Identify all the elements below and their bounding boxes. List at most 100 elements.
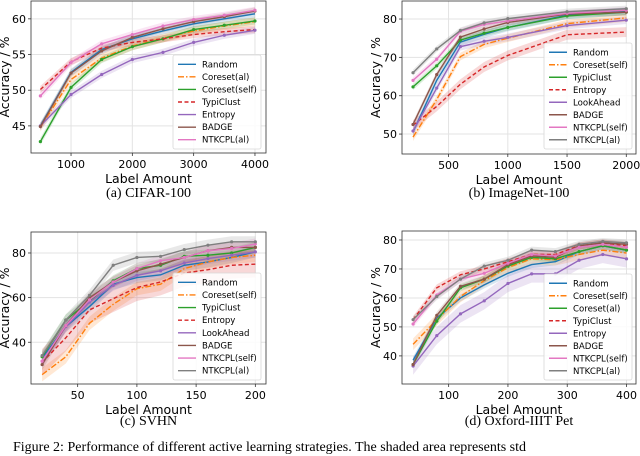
data-point-lookahead (182, 261, 186, 265)
legend-label: Random (573, 279, 609, 289)
legend-box (172, 272, 262, 381)
y-tick-label: 80 (12, 247, 26, 260)
plot-area (38, 6, 257, 146)
data-point-ntkcpl-self- (577, 245, 581, 249)
std-band-random (413, 242, 627, 364)
plot-area (411, 237, 629, 375)
data-point-ntkcpl-al- (38, 94, 42, 98)
data-point-entropy (192, 40, 196, 44)
data-point-lookahead (565, 23, 569, 28)
data-point-ntkcpl-al- (530, 248, 534, 252)
data-point-ntkcpl-al- (435, 294, 439, 299)
series-line-coreset-self- (412, 17, 627, 138)
y-tick-label: 80 (383, 13, 397, 26)
legend: Random Coreset(self) Coreset(al) TypiClust E… (543, 273, 633, 381)
data-point-lookahead (624, 18, 628, 22)
data-point-ntkcpl-self- (482, 271, 486, 275)
axes-frame (401, 230, 637, 385)
legend-label: LookAhead (573, 98, 620, 108)
data-point-ntkcpl-al- (411, 71, 415, 75)
series-line-ntkcpl-self- (41, 243, 256, 362)
data-point-coreset-self- (100, 57, 104, 62)
data-point-lookahead (206, 256, 210, 261)
series-line-badge (39, 10, 256, 127)
y-tick-label: 45 (12, 120, 26, 133)
x-tick-label: 4000 (241, 158, 269, 171)
data-point-ntkcpl-al- (222, 13, 226, 17)
series-line-entropy (412, 253, 627, 367)
legend-label: NTKCPL(self) (202, 354, 257, 364)
data-point-badge (253, 245, 257, 250)
y-tick-label: 60 (383, 292, 397, 305)
data-point-badge (411, 362, 415, 367)
data-point-entropy (435, 334, 439, 338)
legend-label: NTKCPL(al) (202, 367, 249, 377)
x-tick-label: 100 (438, 389, 459, 402)
y-tick-label: 60 (12, 13, 26, 26)
data-point-ntkcpl-self- (111, 280, 115, 284)
data-point-ntkcpl-self- (624, 245, 629, 249)
legend-label: Coreset(self) (573, 61, 628, 71)
data-point-ntkcpl-al- (182, 248, 186, 252)
data-point-ntkcpl-al- (64, 318, 68, 322)
data-point-typiclust (411, 85, 415, 89)
data-point-entropy (69, 92, 73, 97)
data-point-lookahead (482, 39, 486, 43)
data-point-ntkcpl-al- (553, 249, 557, 254)
plot-area (411, 5, 628, 141)
y-tick-label: 40 (383, 350, 397, 363)
data-point-badge (100, 49, 104, 53)
data-point-lookahead (158, 269, 163, 273)
y-axis-label: Accuracy / % (0, 267, 12, 348)
data-point-entropy (222, 33, 226, 37)
data-point-typiclust (230, 251, 234, 255)
data-point-lookahead (435, 86, 439, 90)
x-tick-label: 200 (497, 389, 518, 402)
data-point-entropy (100, 72, 104, 77)
y-tick-label: 50 (383, 128, 397, 141)
legend-label: Coreset(self) (202, 291, 257, 301)
legend-label: TypiClust (201, 304, 241, 314)
data-point-lookahead (135, 273, 139, 277)
x-tick-label: 3000 (180, 158, 208, 171)
legend-label: NTKCPL(al) (573, 136, 620, 146)
legend-label: BADGE (573, 111, 603, 121)
std-band-typiclust (42, 241, 256, 363)
legend-box (172, 54, 262, 150)
data-point-badge (135, 269, 139, 273)
data-point-ntkcpl-al- (506, 258, 510, 262)
data-point-coreset-self- (222, 23, 226, 27)
data-point-lookahead (411, 129, 415, 133)
data-point-badge (130, 35, 134, 39)
data-point-ntkcpl-al- (624, 7, 628, 11)
x-tick-label: 150 (186, 389, 207, 402)
y-tick-label: 60 (12, 292, 26, 305)
subplot-2: 50 100 150 200 40 60 80 Random Coreset(self) Typi… (0, 231, 267, 429)
data-point-ntkcpl-al- (158, 254, 163, 258)
data-point-ntkcpl-al- (411, 318, 415, 322)
data-point-ntkcpl-al- (482, 264, 486, 268)
axes-frame (30, 231, 267, 385)
data-point-coreset-self- (130, 45, 134, 49)
legend-label: Coreset(self) (202, 85, 257, 95)
x-tick-label: 300 (557, 389, 578, 402)
data-point-ntkcpl-self- (411, 322, 415, 326)
data-point-ntkcpl-self- (601, 242, 605, 246)
std-band-entropy (40, 26, 255, 130)
std-band-ntkcpl-al- (40, 6, 255, 100)
data-point-ntkcpl-al- (458, 277, 463, 281)
data-point-ntkcpl-al- (69, 60, 73, 64)
data-point-ntkcpl-al- (135, 255, 139, 260)
data-point-ntkcpl-al- (601, 239, 605, 244)
data-point-badge (161, 27, 165, 31)
y-axis-label: Accuracy / % (368, 37, 383, 118)
legend-label: TypiClust (201, 98, 241, 108)
data-point-ntkcpl-self- (64, 323, 68, 328)
data-point-typiclust (506, 25, 510, 30)
data-point-ntkcpl-al- (40, 354, 44, 358)
legend-label: Entropy (202, 316, 235, 326)
data-point-ntkcpl-al- (624, 241, 629, 245)
y-tick-label: 55 (12, 49, 26, 62)
axes-frame (401, 0, 637, 155)
data-point-lookahead (230, 253, 234, 257)
